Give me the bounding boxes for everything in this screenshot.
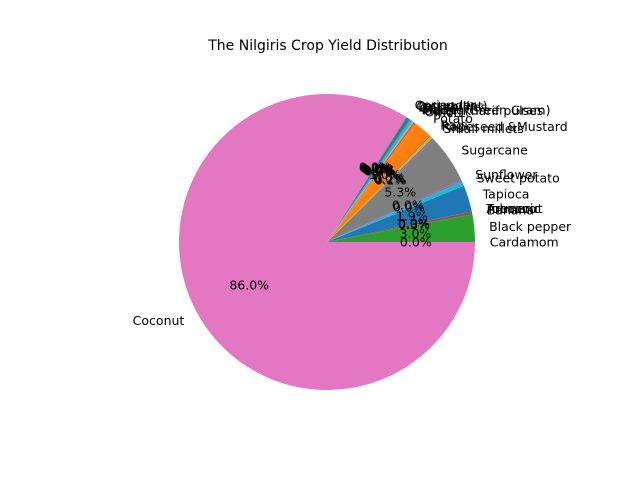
slice-label: Other Kharif pulses xyxy=(423,103,543,118)
pie-slice-cotton-lint- xyxy=(327,117,410,242)
percent-label: 0.0% xyxy=(398,216,430,231)
percent-label: 0.3% xyxy=(398,217,430,232)
pie-slice-ragi xyxy=(327,135,431,242)
slice-label: Coconut xyxy=(133,313,185,328)
slice-label: Coriander xyxy=(415,97,477,112)
percent-label: 0.0% xyxy=(364,163,396,178)
slice-label: Cardamom xyxy=(490,235,559,250)
pie-slice-small-millets xyxy=(327,138,434,242)
slice-label: Maize xyxy=(421,102,457,117)
slice-label: Dry chillies xyxy=(418,100,487,115)
slice-label: Ragi xyxy=(440,118,467,133)
percent-label: 0.0% xyxy=(363,162,395,177)
percent-label: 0.0% xyxy=(400,235,432,250)
percent-label: 0.0% xyxy=(360,160,392,175)
percent-label: 5.3% xyxy=(384,184,416,199)
percent-label: 0.0% xyxy=(362,162,394,177)
percent-label: 0.0% xyxy=(393,199,425,214)
pie-slice-dry-chillies xyxy=(327,119,411,242)
slice-label: Turmeric xyxy=(485,201,540,216)
slice-label: Black pepper xyxy=(489,219,572,234)
pie-slice-sugarcane xyxy=(327,139,462,242)
slice-label: Onion xyxy=(425,104,462,119)
slice-label: Cotton(lint) xyxy=(416,98,487,113)
percent-label: 0.0% xyxy=(364,163,396,178)
pie-slices xyxy=(179,94,475,391)
slice-label: Sugarcane xyxy=(461,143,528,158)
slice-label: Small millets xyxy=(444,121,524,136)
percent-labels: 0.0%3.0%0.3%0.0%0.0%0.0%1.9%0.0%0.0%5.3%… xyxy=(229,160,431,293)
percent-label: 0.1% xyxy=(361,161,393,176)
pie-slice-onion xyxy=(327,122,417,242)
slice-label: Arecanut xyxy=(486,201,542,216)
slice-label: Garlic xyxy=(420,101,456,116)
pie-slice-sweet-potato xyxy=(327,181,464,242)
percent-label: 1.9% xyxy=(396,208,428,223)
pie-slice-moong-green-gram- xyxy=(327,121,414,242)
pie-slice-other-kharif-pulses xyxy=(327,122,415,242)
percent-label: 0.0% xyxy=(398,216,430,231)
pie-slice-coconut xyxy=(179,94,475,391)
slice-label: Tapioca xyxy=(482,187,530,202)
slice-label: Sweet potato xyxy=(477,170,560,185)
percent-label: 1.0% xyxy=(369,167,401,182)
slice-label: Rapeseed &Mustard xyxy=(442,119,568,134)
slice-label: Tobacco xyxy=(485,201,536,216)
pie-slice-coriander xyxy=(327,117,408,242)
pie-slice-sunflower xyxy=(327,179,463,242)
chart-title: The Nilgiris Crop Yield Distribution xyxy=(207,38,448,54)
percent-label: 86.0% xyxy=(229,277,269,292)
percent-label: 0.0% xyxy=(373,171,405,186)
pie-slice-rapeseed-mustard xyxy=(327,136,433,242)
percent-label: 0.0% xyxy=(359,160,391,175)
pie-slice-black-pepper xyxy=(327,214,475,242)
percent-label: 0.0% xyxy=(392,198,424,213)
slice-label: Banana xyxy=(487,202,534,217)
pie-slice-potato xyxy=(327,124,430,242)
percent-label: 3.0% xyxy=(400,226,432,241)
pie-slice-tapioca xyxy=(327,185,472,242)
pie-slice-banana xyxy=(327,211,473,242)
percent-label: 0.1% xyxy=(375,173,407,188)
percent-label: 0.2% xyxy=(374,172,406,187)
percent-label: 0.0% xyxy=(363,162,395,177)
slice-label: Moong(Green Gram) xyxy=(422,102,550,117)
slice-label: Potato xyxy=(433,111,473,126)
pie-slice-maize xyxy=(327,121,414,242)
percent-label: 0.0% xyxy=(398,216,430,231)
slice-label: Sunflower xyxy=(475,167,538,182)
pie-slice-garlic xyxy=(327,119,413,242)
